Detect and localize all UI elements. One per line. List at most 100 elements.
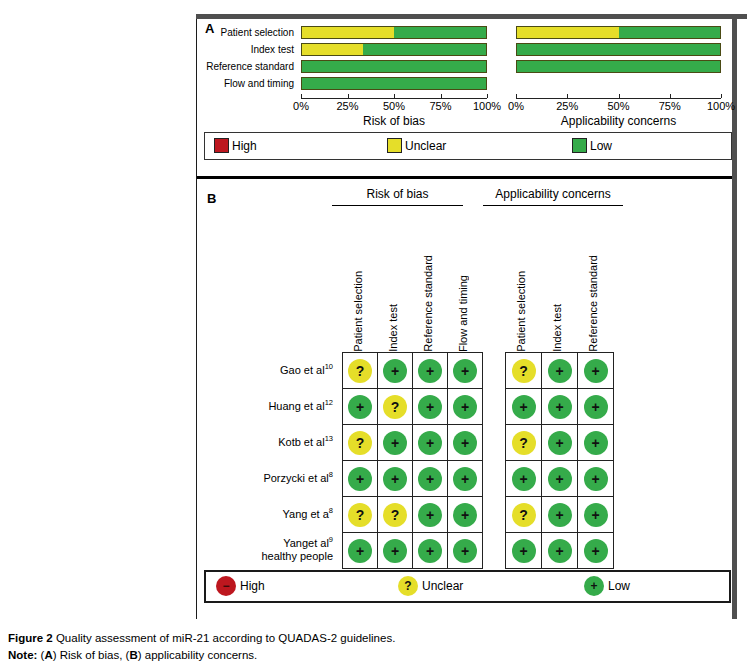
caption-line2: Note: (A) Risk of bias, (B) applicabilit… — [8, 647, 395, 664]
study-name: Yanget al9 — [283, 537, 333, 550]
judgment-cell: + — [413, 353, 448, 389]
judgment-circle-low: + — [584, 467, 608, 491]
column-header: Flow and timing — [457, 275, 469, 352]
caption-segment: Quality assessment of miR-21 according t… — [53, 632, 396, 644]
judgment-cell: ? — [378, 389, 413, 425]
axis-tick — [670, 94, 671, 98]
judgment-cell: + — [448, 353, 483, 389]
judgment-cell: + — [378, 353, 413, 389]
column-header: Patient selection — [515, 271, 527, 352]
axis-tick — [348, 94, 349, 98]
bar-segment-low — [394, 27, 486, 38]
judgment-cell: + — [506, 389, 542, 425]
axis-tick-label: 25% — [336, 100, 358, 112]
judgment-cell: + — [542, 425, 578, 461]
study-label: Huang et al12 — [197, 388, 338, 424]
caption-segment: Note: — [8, 649, 37, 661]
judgment-cell: ? — [506, 353, 542, 389]
judgment-circle-low: + — [512, 395, 536, 419]
judgment-cell: + — [378, 425, 413, 461]
legend-label: High — [240, 579, 265, 593]
risk-of-bias-group-header: Risk of bias — [332, 187, 463, 206]
bar-category-label: Flow and timing — [197, 77, 294, 90]
judgment-circle-low: + — [584, 359, 608, 383]
judgment-cell: + — [542, 461, 578, 497]
legend-circle-high: − — [216, 576, 236, 596]
judgment-cell: + — [578, 461, 614, 497]
bar-segment-low — [517, 61, 720, 72]
legend-circle-low: + — [584, 576, 604, 596]
judgment-cell: ? — [343, 497, 378, 533]
bar-category-label: Patient selection — [197, 26, 294, 39]
axis-tick — [301, 94, 302, 98]
caption-segment: Figure 2 — [8, 632, 53, 644]
axis-tick-label: 50% — [607, 100, 629, 112]
bar-segment-low — [619, 27, 721, 38]
legend-item-high: −High — [216, 576, 265, 596]
judgment-cell: + — [413, 389, 448, 425]
legend-label: Unclear — [422, 579, 463, 593]
judgment-circle-low: + — [348, 395, 372, 419]
bar-segment-unclear — [302, 27, 394, 38]
study-label: Yang et a8 — [197, 496, 338, 532]
judgment-circle-low: + — [453, 503, 477, 527]
study-ref-superscript: 9 — [329, 535, 333, 544]
judgment-cell: + — [448, 461, 483, 497]
judgment-circle-low: + — [383, 467, 407, 491]
legend-label: Unclear — [405, 139, 446, 153]
axis-tick-label: 25% — [556, 100, 578, 112]
judgment-circle-low: + — [383, 431, 407, 455]
judgment-circle-unclear: ? — [512, 431, 536, 455]
legend-item-low: Low — [572, 138, 612, 153]
judgment-cell: + — [578, 389, 614, 425]
judgment-cell: + — [448, 497, 483, 533]
bar-segment-unclear — [517, 27, 619, 38]
figure-2-quadas: A Risk of bias Applicability concerns Hi… — [0, 0, 747, 670]
judgment-cell: + — [578, 533, 614, 569]
axis-line — [516, 98, 721, 99]
stacked-bar — [516, 26, 721, 39]
judgment-circle-low: + — [348, 467, 372, 491]
x-axis: 0%25%50%75%100% — [516, 98, 721, 118]
column-header: Index test — [551, 304, 563, 352]
axis-tick — [619, 94, 620, 98]
figure-frame: A Risk of bias Applicability concerns Hi… — [196, 19, 737, 619]
axis-tick-label: 100% — [473, 100, 501, 112]
judgment-circle-low: + — [548, 467, 572, 491]
judgment-circle-unclear: ? — [348, 359, 372, 383]
stacked-bar — [301, 60, 487, 73]
axis-tick-label: 100% — [707, 100, 735, 112]
judgment-cell: + — [343, 461, 378, 497]
judgment-circle-low: + — [548, 395, 572, 419]
study-name: Kotb et al13 — [278, 436, 333, 449]
axis-tick — [441, 94, 442, 98]
panel-b-judgment-table: B Risk of bias Applicability concerns Ga… — [197, 176, 732, 619]
judgment-cell: ? — [506, 497, 542, 533]
axis-tick — [487, 94, 488, 98]
study-name: Gao et al10 — [280, 364, 333, 377]
judgment-cell: + — [343, 389, 378, 425]
axis-tick-label: 0% — [293, 100, 309, 112]
study-ref-superscript: 10 — [325, 362, 333, 371]
judgment-circle-low: + — [548, 431, 572, 455]
judgment-circle-low: + — [453, 539, 477, 563]
judgment-cell: ? — [343, 353, 378, 389]
judgment-cell: + — [448, 533, 483, 569]
axis-tick-label: 75% — [659, 100, 681, 112]
judgment-circle-low: + — [453, 395, 477, 419]
column-header: Reference standard — [587, 255, 599, 352]
column-header: Patient selection — [352, 271, 364, 352]
legend-label: High — [232, 139, 257, 153]
judgment-cell: + — [448, 389, 483, 425]
judgment-circle-low: + — [348, 539, 372, 563]
judgment-circle-low: + — [383, 539, 407, 563]
judgment-cell: + — [506, 533, 542, 569]
judgment-circle-low: + — [453, 359, 477, 383]
judgment-cell: ? — [343, 425, 378, 461]
judgment-circle-low: + — [512, 539, 536, 563]
study-name: Porzycki et al8 — [263, 472, 333, 485]
judgment-circle-low: + — [548, 503, 572, 527]
column-header: Index test — [387, 304, 399, 352]
bar-segment-low — [363, 44, 486, 55]
judgment-circle-low: + — [418, 539, 442, 563]
